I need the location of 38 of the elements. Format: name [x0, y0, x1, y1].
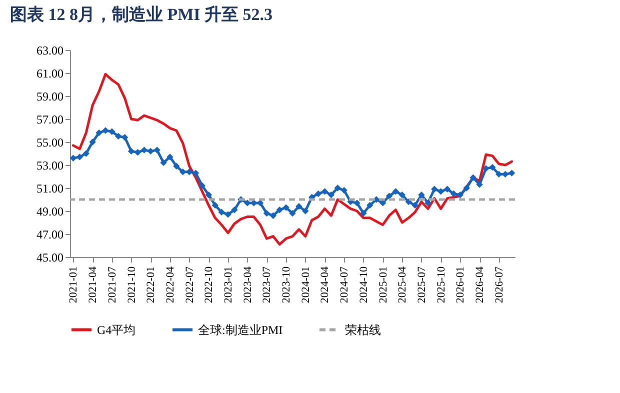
x-tick-label: 2025-01 — [377, 266, 390, 304]
y-tick-label: 61.00 — [36, 66, 64, 80]
x-tick-label: 2022-04 — [164, 266, 176, 304]
y-tick-label: 63.00 — [36, 44, 64, 58]
x-tick-label: 2022-07 — [184, 266, 196, 304]
x-tick-label: 2022-01 — [145, 266, 158, 304]
x-tick-label: 2024-10 — [358, 266, 370, 304]
x-tick-label: 2021-01 — [68, 266, 80, 304]
x-tick-label: 2024-04 — [319, 266, 332, 304]
y-tick-label: 59.00 — [36, 90, 64, 104]
x-tick-label: 2025-04 — [396, 266, 409, 304]
x-tick-label: 2023-07 — [261, 266, 274, 304]
chart-title: 图表 12 8月，制造业 PMI 升至 52.3 — [10, 5, 273, 24]
y-tick-label: 49.00 — [36, 204, 64, 218]
x-tick-label: 2022-10 — [203, 266, 216, 304]
x-tick-label: 2023-04 — [242, 266, 254, 304]
y-tick-label: 57.00 — [36, 112, 64, 126]
x-tick-label: 2026-07 — [493, 266, 506, 304]
x-tick-label: 2026-04 — [474, 266, 486, 304]
x-tick-label: 2024-01 — [300, 266, 312, 304]
y-tick-label: 55.00 — [36, 136, 64, 150]
x-tick-label: 2024-07 — [338, 266, 351, 304]
legend-label: 全球:制造业PMI — [198, 322, 283, 337]
line-series — [72, 72, 514, 246]
x-tick-label: 2023-10 — [280, 266, 293, 304]
y-tick-label: 45.00 — [36, 250, 64, 264]
y-tick-label: 53.00 — [36, 158, 64, 172]
x-tick-label: 2021-04 — [87, 266, 100, 304]
y-tick-label: 51.00 — [36, 182, 64, 196]
x-tick-label: 2021-10 — [126, 266, 138, 304]
legend-label: 荣枯线 — [345, 322, 381, 337]
x-tick-label: 2026-01 — [454, 266, 467, 304]
x-tick-label: 2025-07 — [416, 266, 428, 304]
x-tick-label: 2025-10 — [435, 266, 448, 304]
x-tick-label: 2021-07 — [106, 266, 118, 304]
x-tick-label: 2023-01 — [222, 266, 235, 304]
legend-label: G4平均 — [97, 322, 136, 337]
y-tick-label: 47.00 — [36, 228, 64, 242]
